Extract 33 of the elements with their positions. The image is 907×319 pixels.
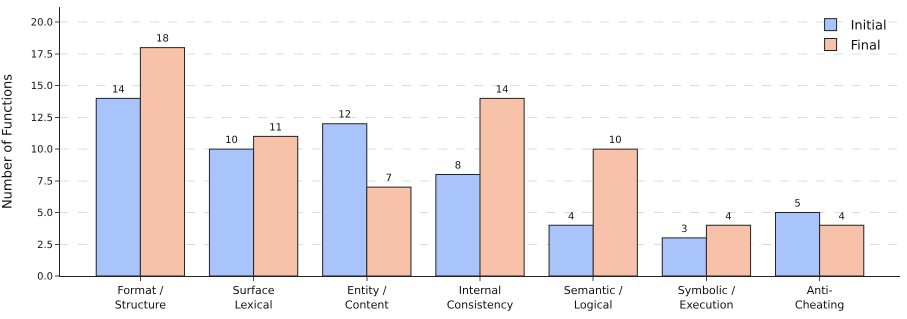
data-label: 8 xyxy=(454,160,462,172)
y-tick-label: 10.0 xyxy=(30,144,53,156)
data-label: 12 xyxy=(338,110,352,121)
data-label: 7 xyxy=(386,173,392,184)
y-tick-label: 17.5 xyxy=(30,49,53,60)
data-label: 10 xyxy=(225,135,238,146)
y-tick-label: 15.0 xyxy=(30,81,53,92)
data-label: 14 xyxy=(112,84,125,96)
x-tick-label: Surface Lexical xyxy=(232,284,275,312)
y-axis-title: Number of Functions xyxy=(0,74,16,210)
data-label: 10 xyxy=(608,135,622,146)
y-tick-label: 2.5 xyxy=(37,240,53,251)
x-tick-label: Semantic / Logical xyxy=(564,284,623,312)
data-label: 4 xyxy=(568,211,574,222)
x-tick-label: Entity / Content xyxy=(344,284,390,312)
y-tick-label: 0.0 xyxy=(37,272,53,282)
x-tick-label: Anti- Cheating xyxy=(794,284,844,312)
data-label: 4 xyxy=(838,211,845,222)
legend-label: Final xyxy=(850,38,881,54)
y-tick-label: 20.0 xyxy=(30,18,53,29)
data-label: 4 xyxy=(725,211,732,222)
x-tick-label: Internal Consistency xyxy=(446,284,514,312)
x-tick-label: Symbolic / Execution xyxy=(678,284,736,312)
data-label: 3 xyxy=(681,224,688,235)
data-label: 18 xyxy=(156,34,169,45)
data-label: 5 xyxy=(794,198,801,210)
data-label: 11 xyxy=(269,122,282,134)
y-tick-label: 12.5 xyxy=(30,112,53,124)
x-tick-label: Format / Structure xyxy=(114,284,166,312)
data-label: 14 xyxy=(496,84,508,96)
y-tick-label: 5.0 xyxy=(37,208,53,220)
y-tick-label: 7.5 xyxy=(37,176,53,188)
legend-label: Initial xyxy=(850,18,887,34)
